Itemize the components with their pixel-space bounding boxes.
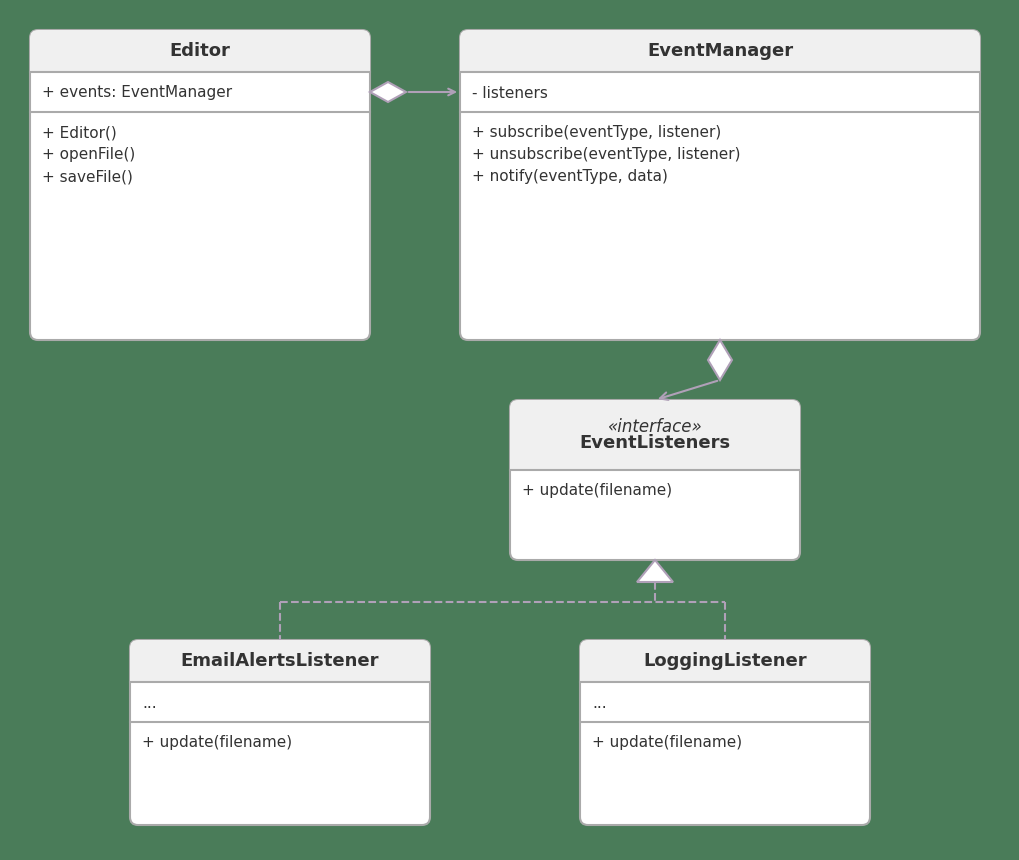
Text: + subscribe(eventType, listener): + subscribe(eventType, listener) — [472, 126, 720, 140]
Bar — [580, 674, 869, 682]
Text: + events: EventManager: + events: EventManager — [42, 85, 232, 101]
FancyBboxPatch shape — [129, 640, 430, 682]
Text: ...: ... — [591, 696, 606, 710]
FancyBboxPatch shape — [30, 30, 370, 340]
Text: + update(filename): + update(filename) — [591, 735, 742, 751]
Bar — [510, 462, 799, 470]
Text: ...: ... — [142, 696, 157, 710]
FancyBboxPatch shape — [460, 30, 979, 72]
Text: + notify(eventType, data): + notify(eventType, data) — [472, 169, 667, 185]
Text: «interface»: «interface» — [607, 418, 702, 436]
Text: Editor: Editor — [169, 42, 230, 60]
Polygon shape — [370, 82, 406, 102]
Bar — [30, 64, 370, 72]
Text: LoggingListener: LoggingListener — [643, 652, 806, 670]
FancyBboxPatch shape — [580, 640, 869, 682]
Text: EventListeners: EventListeners — [579, 434, 730, 452]
Bar — [460, 64, 979, 72]
FancyBboxPatch shape — [510, 400, 799, 560]
Polygon shape — [707, 340, 732, 380]
FancyBboxPatch shape — [30, 30, 370, 72]
Text: EmailAlertsListener: EmailAlertsListener — [180, 652, 379, 670]
Text: + unsubscribe(eventType, listener): + unsubscribe(eventType, listener) — [472, 148, 740, 163]
Polygon shape — [637, 560, 673, 582]
FancyBboxPatch shape — [129, 640, 430, 825]
Text: - listeners: - listeners — [472, 85, 547, 101]
Text: + openFile(): + openFile() — [42, 148, 136, 163]
Bar — [129, 674, 430, 682]
Text: + Editor(): + Editor() — [42, 126, 116, 140]
Text: EventManager: EventManager — [646, 42, 793, 60]
Text: + saveFile(): + saveFile() — [42, 169, 132, 185]
FancyBboxPatch shape — [460, 30, 979, 340]
Text: + update(filename): + update(filename) — [142, 735, 291, 751]
FancyBboxPatch shape — [580, 640, 869, 825]
Text: + update(filename): + update(filename) — [522, 483, 672, 499]
FancyBboxPatch shape — [510, 400, 799, 470]
